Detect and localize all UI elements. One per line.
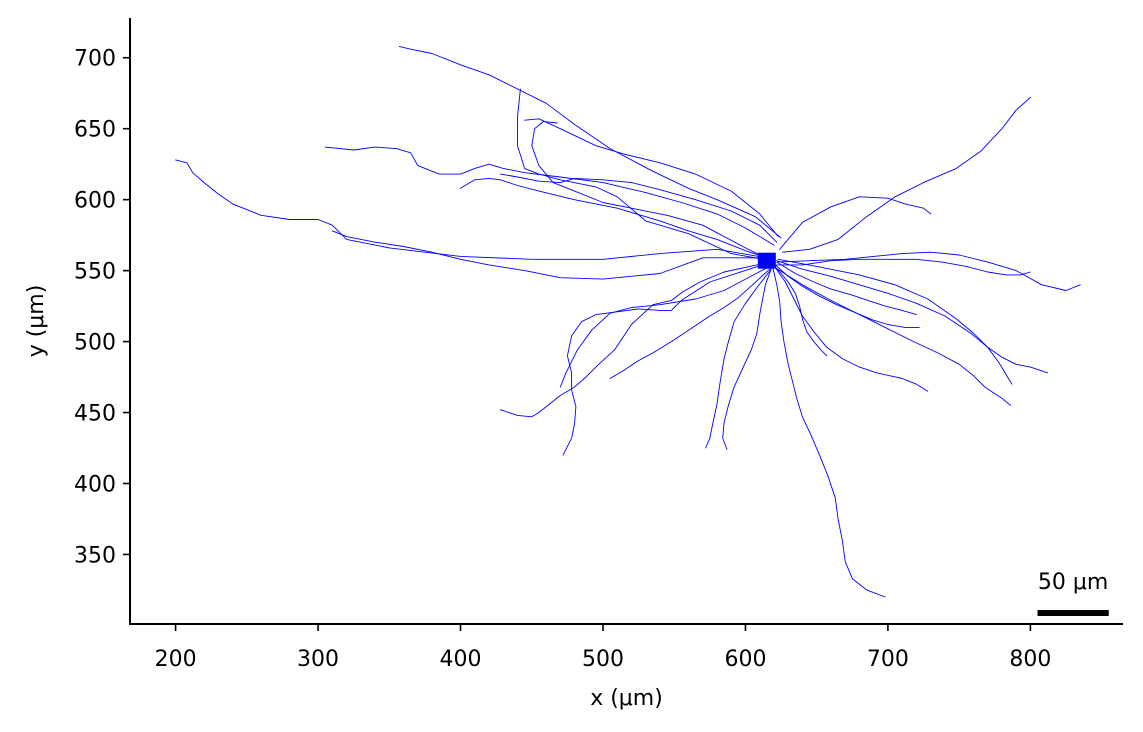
- neurite-branch-16: [722, 268, 772, 450]
- x-tick-label: 400: [440, 647, 482, 672]
- neurite-branch-26: [779, 196, 932, 250]
- y-axis-label: y (μm): [24, 285, 49, 358]
- y-tick-label: 650: [74, 118, 116, 143]
- x-tick-label: 800: [1009, 647, 1051, 672]
- scale-bar-line: [1037, 610, 1109, 616]
- neurite-branch-8: [517, 88, 772, 262]
- x-axis-label: x (μm): [590, 686, 663, 711]
- neurite-branch-4: [324, 146, 775, 246]
- neurite-branch-1: [175, 159, 768, 260]
- y-tick-label: 450: [74, 402, 116, 427]
- y-axis-ticks: 350 400 450 500 550 600 650 700: [74, 47, 130, 568]
- neurite-traces: [175, 45, 1081, 598]
- neurite-branch-9: [531, 121, 775, 263]
- y-tick-label: 500: [74, 331, 116, 356]
- soma-marker-group: [757, 252, 776, 269]
- y-tick-label: 700: [74, 47, 116, 72]
- neurite-branch-12: [559, 265, 771, 388]
- neurite-branch-24: [776, 251, 1081, 291]
- x-tick-label: 500: [582, 647, 624, 672]
- y-tick-label: 400: [74, 472, 116, 497]
- neurite-branch-21: [777, 258, 1013, 385]
- neurite-branch-11: [499, 261, 771, 418]
- neurite-branch-27: [772, 263, 828, 357]
- neurite-branch-10: [562, 263, 768, 456]
- x-tick-label: 300: [297, 647, 339, 672]
- scale-bar-label: 50 μm: [1038, 570, 1108, 595]
- neurite-branch-19: [776, 261, 917, 316]
- neurite-branch-20: [776, 260, 1048, 374]
- neurite-branch-18: [774, 264, 920, 328]
- neurite-branch-5: [499, 173, 778, 243]
- neurite-branch-14: [705, 268, 772, 449]
- neurite-branch-23: [774, 258, 1031, 276]
- soma-marker: [757, 252, 776, 269]
- neurite-branch-25: [782, 97, 1031, 253]
- neurite-branch-17: [774, 267, 929, 392]
- x-axis-ticks: 200 300 400 500 600 700 800: [155, 624, 1051, 672]
- x-tick-label: 700: [867, 647, 909, 672]
- neurite-branch-13: [609, 267, 772, 379]
- y-tick-label: 600: [74, 189, 116, 214]
- neurite-branch-3: [460, 177, 768, 259]
- neurite-branch-6: [524, 118, 779, 238]
- neurite-branch-15: [772, 265, 886, 598]
- y-tick-label: 550: [74, 260, 116, 285]
- y-tick-label: 350: [74, 543, 116, 568]
- neurite-branch-2: [331, 230, 768, 280]
- x-tick-label: 200: [155, 647, 197, 672]
- scale-bar: 50 μm: [1037, 570, 1109, 616]
- neurite-branch-22: [774, 267, 1011, 406]
- neurite-branch-7: [398, 45, 782, 239]
- x-tick-label: 600: [724, 647, 766, 672]
